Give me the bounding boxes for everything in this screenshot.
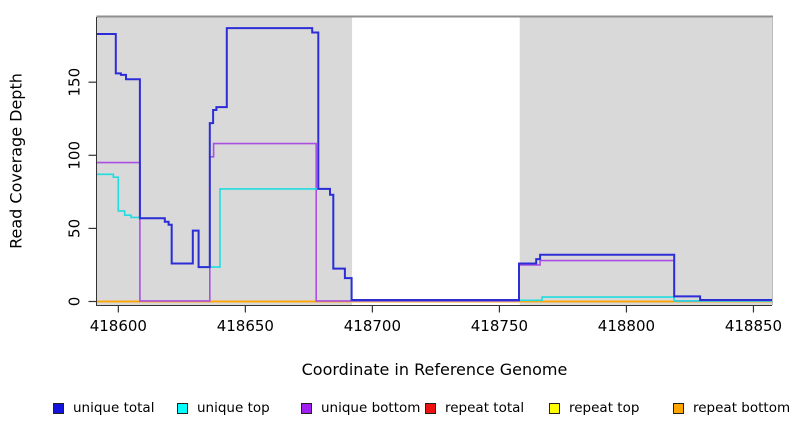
legend-swatch-icon (673, 402, 684, 414)
x-tick-label: 418600 (90, 317, 147, 335)
shaded-region (97, 17, 353, 305)
plot-area: 418600 418650 418700 418750 418800 418850 0 50 1… (65, 15, 782, 335)
shaded-region (519, 17, 772, 305)
legend-swatch-icon (53, 402, 64, 414)
legend-item-repeat-top: repeat top (549, 400, 673, 416)
legend-label: repeat top (569, 400, 640, 416)
series-unique-total (97, 27, 772, 301)
series-unique-bottom (97, 142, 772, 302)
legend-label: unique top (197, 400, 270, 416)
legend-label: repeat total (445, 400, 525, 416)
y-tick-label: 0 (65, 297, 83, 307)
y-tick-label: 100 (65, 141, 83, 170)
y-tick-label: 150 (65, 68, 83, 97)
legend-item-unique-bottom: unique bottom (301, 400, 425, 416)
y-axis-label: Read Coverage Depth (6, 73, 26, 249)
legend-swatch-icon (425, 402, 436, 414)
legend-item-unique-top: unique top (177, 400, 301, 416)
legend-swatch-icon (301, 402, 312, 414)
legend: unique total unique top unique bottom repea… (53, 400, 790, 416)
x-tick-label: 418700 (344, 317, 401, 335)
x-tick-label: 418650 (217, 317, 274, 335)
x-tick-label: 418750 (471, 317, 528, 335)
x-axis-label: Coordinate in Reference Genome (301, 360, 568, 379)
x-tick-label: 418850 (725, 317, 782, 335)
legend-swatch-icon (549, 402, 560, 414)
legend-label: repeat bottom (693, 400, 791, 416)
legend-item-repeat-total: repeat total (425, 400, 549, 416)
legend-swatch-icon (177, 402, 188, 414)
y-tick-label: 50 (65, 219, 83, 238)
legend-item-repeat-bottom: repeat bottom (673, 400, 792, 416)
legend-label: unique bottom (321, 400, 421, 416)
legend-item-unique-total: unique total (53, 400, 177, 416)
legend-label: unique total (73, 400, 155, 416)
x-tick-label: 418800 (598, 317, 655, 335)
